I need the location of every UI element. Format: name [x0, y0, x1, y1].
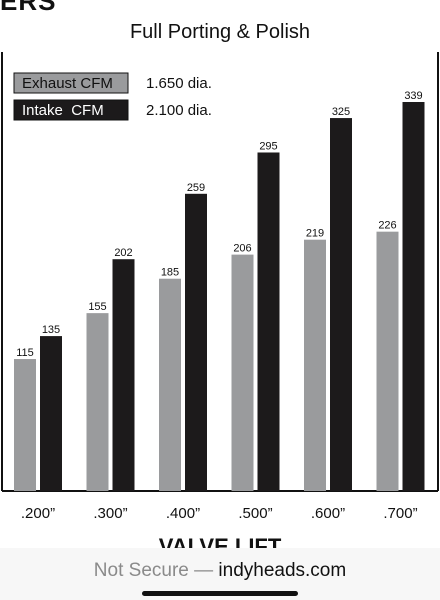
bar-intake-1	[112, 259, 135, 491]
domain-label: indyheads.com	[218, 560, 347, 581]
x-tick-label-0: .200”	[21, 505, 55, 522]
url-line[interactable]: Not Secure — indyheads.com	[0, 560, 440, 582]
x-tick-label-1: .300”	[93, 505, 127, 522]
bar-exhaust-3	[231, 254, 254, 491]
chart-title: Full Porting & Polish	[129, 21, 311, 43]
value-label-intake-5: 339	[404, 90, 422, 102]
bar-exhaust-4	[304, 239, 326, 491]
legend-swatch-exhaust	[13, 72, 129, 94]
bar-exhaust-0	[14, 359, 36, 491]
bar-exhaust-1	[86, 313, 109, 491]
x-tick-label-4: .600”	[311, 505, 345, 522]
x-tick-label-5: .700”	[383, 505, 417, 522]
legend-label-intake: Intake CFM	[22, 102, 104, 119]
value-label-exhaust-0: 115	[16, 347, 34, 359]
bar-intake-5	[402, 102, 425, 491]
bar-intake-3	[257, 152, 280, 491]
value-label-exhaust-4: 219	[306, 228, 324, 240]
legend-swatch-intake	[13, 99, 129, 121]
x-tick-label-3: .500”	[238, 505, 272, 522]
x-tick-label-2: .400”	[166, 505, 200, 522]
bar-intake-0	[40, 336, 62, 491]
value-label-intake-1: 202	[114, 247, 132, 259]
legend-note-exhaust: 1.650 dia.	[146, 75, 212, 92]
home-indicator[interactable]	[142, 591, 298, 596]
bar-intake-4	[330, 118, 352, 492]
bar-exhaust-5	[376, 231, 399, 491]
value-label-intake-0: 135	[42, 324, 60, 336]
value-label-intake-4: 325	[332, 106, 350, 118]
not-secure-label: Not Secure —	[93, 560, 214, 581]
value-label-exhaust-3: 206	[233, 243, 251, 255]
browser-address-bar[interactable]: Not Secure — indyheads.com	[0, 548, 440, 600]
legend-note-intake: 2.100 dia.	[146, 102, 212, 119]
value-label-intake-2: 259	[187, 182, 205, 194]
bar-exhaust-2	[159, 278, 181, 491]
bar-chart: 115 135 .200” 155 202 .300” 185 259 .400” 206 295.…	[1, 52, 439, 522]
value-label-exhaust-2: 185	[161, 267, 179, 279]
value-label-exhaust-5: 226	[378, 220, 396, 232]
value-label-intake-3: 295	[259, 140, 277, 152]
value-label-exhaust-1: 155	[88, 301, 106, 313]
bar-intake-2	[185, 193, 207, 491]
legend-label-exhaust: Exhaust CFM	[22, 75, 113, 92]
x-axis-label: VALVE LIFT	[158, 534, 282, 552]
